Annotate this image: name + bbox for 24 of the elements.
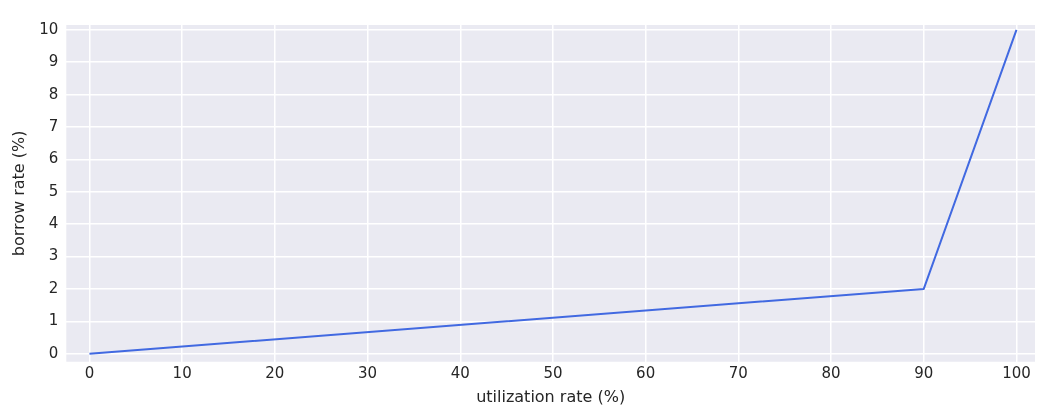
y-tick-label: 4: [48, 214, 59, 233]
x-tick-label: 70: [728, 363, 748, 382]
x-tick-label: 30: [358, 363, 378, 382]
x-tick-label: 10: [172, 363, 192, 382]
y-tick-label: 8: [48, 84, 59, 103]
x-tick-label: 90: [914, 363, 934, 382]
y-tick-label: 5: [48, 181, 59, 200]
x-tick-label: 50: [543, 363, 563, 382]
x-tick-label: 100: [1002, 363, 1031, 382]
x-tick-label: 20: [265, 363, 285, 382]
y-tick-label: 2: [48, 278, 59, 297]
y-tick-label: 10: [39, 19, 59, 38]
y-tick-label: 7: [48, 116, 59, 135]
x-tick-label: 40: [450, 363, 470, 382]
y-tick-label: 3: [48, 246, 59, 265]
x-tick-label: 60: [636, 363, 656, 382]
y-tick-label: 9: [48, 52, 59, 71]
x-axis-title: utilization rate (%): [476, 386, 626, 406]
y-tick-label: 1: [48, 311, 59, 330]
y-tick-label: 6: [48, 149, 59, 168]
x-tick-label: 0: [84, 363, 95, 382]
x-tick-label: 80: [821, 363, 841, 382]
y-tick-label: 0: [48, 343, 59, 362]
y-axis-title: borrow rate (%): [8, 130, 28, 257]
